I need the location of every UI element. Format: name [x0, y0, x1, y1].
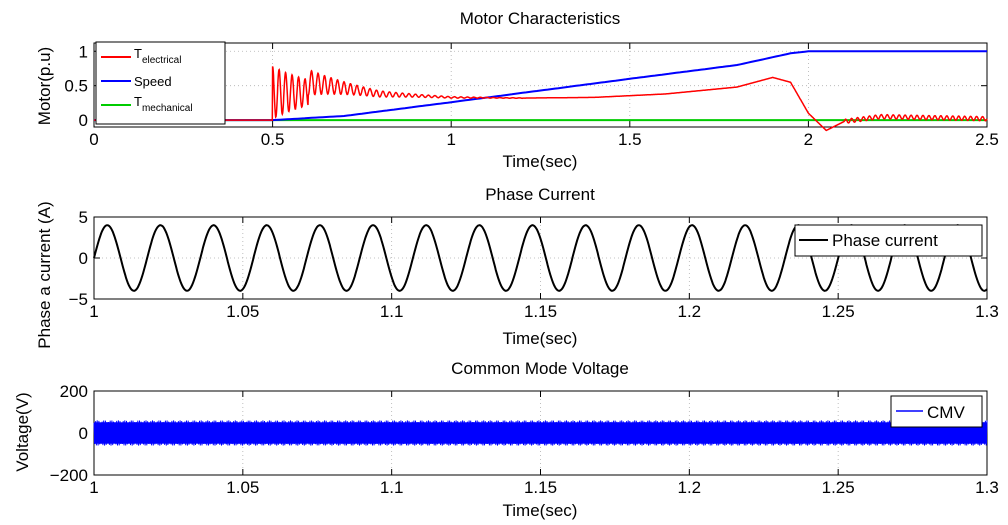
chart-title: Phase Current: [485, 185, 595, 204]
x-tick-label: 1: [89, 302, 98, 321]
legend-label-phase-current: Phase current: [832, 231, 938, 250]
x-tick-label: 1.2: [678, 302, 702, 321]
legend-label-t-mechanical-sub: mechanical: [142, 103, 193, 114]
x-tick-label: 1.5: [618, 130, 642, 149]
x-tick-label: 0: [89, 130, 98, 149]
x-tick-label: 1.3: [975, 478, 999, 497]
legend-label-t-electrical-main: T: [134, 46, 142, 61]
chart-title: Motor Characteristics: [460, 9, 621, 28]
y-tick-label: 5: [79, 208, 88, 227]
x-tick-label: 1.05: [226, 302, 259, 321]
y-tick-label: 0: [79, 111, 88, 130]
y-tick-label: −200: [50, 466, 88, 485]
x-tick-label: 1.1: [380, 478, 404, 497]
y-tick-label: 1: [79, 42, 88, 61]
x-tick-label: 1.3: [975, 302, 999, 321]
x-tick-label: 1.25: [822, 302, 855, 321]
motor-characteristics-panel: Motor Characteristics 0 0.5 1 1.5 2 2.500.51 …: [35, 9, 999, 171]
legend-box: [95, 41, 226, 125]
legend-label-t-mechanical: Tmechanical: [134, 94, 193, 114]
x-axis-label: Time(sec): [503, 329, 578, 348]
x-axis-label: Time(sec): [503, 501, 578, 520]
y-axis-label: Motor(p.u): [35, 47, 54, 125]
x-axis-label: Time(sec): [503, 152, 578, 171]
x-tick-label: 1: [89, 478, 98, 497]
y-tick-label: −5: [69, 290, 88, 309]
legend: Telectrical Speed Tmechanical: [95, 41, 226, 125]
legend-label-t-electrical: Telectrical: [134, 46, 181, 66]
x-tick-label: 1.05: [226, 478, 259, 497]
y-axis-label: Voltage(V): [13, 392, 32, 471]
legend: Phase current: [794, 224, 983, 257]
x-tick-label: 1.25: [822, 478, 855, 497]
legend: CMV: [890, 395, 983, 428]
x-tick-label: 0.5: [261, 130, 285, 149]
series-line-t-electrical: [94, 66, 988, 132]
legend-label-t-mechanical-main: T: [134, 94, 142, 109]
x-tick-label: 2: [804, 130, 813, 149]
x-tick-label: 1.15: [524, 302, 557, 321]
x-tick-label: 1.2: [678, 478, 702, 497]
series-line-phase-current: [93, 224, 988, 292]
x-tick-label: 2.5: [975, 130, 999, 149]
plot-area: [93, 42, 988, 128]
y-tick-label: 0.5: [64, 77, 88, 96]
x-tick-label: 1.15: [524, 478, 557, 497]
chart-title: Common Mode Voltage: [451, 359, 629, 378]
legend-label-t-electrical-sub: electrical: [142, 55, 181, 66]
x-tick-label: 1: [446, 130, 455, 149]
series-line-cmv: [93, 420, 988, 446]
phase-current-panel: Phase Current 1 1.05 1.1 1.15 1.2 1.25 1.3 −5 0 5…: [35, 185, 999, 349]
x-tick-label: 1.1: [380, 302, 404, 321]
legend-label-cmv: CMV: [927, 403, 965, 422]
legend-label-speed: Speed: [134, 74, 172, 89]
common-mode-voltage-panel: Common Mode Voltage 1 1.05 1.1 1.15 1.2 1.25 1…: [13, 359, 999, 520]
y-axis-label: Phase a current (A): [35, 201, 54, 348]
y-tick-label: 0: [79, 249, 88, 268]
y-tick-label: 200: [60, 382, 88, 401]
y-tick-label: 0: [79, 424, 88, 443]
